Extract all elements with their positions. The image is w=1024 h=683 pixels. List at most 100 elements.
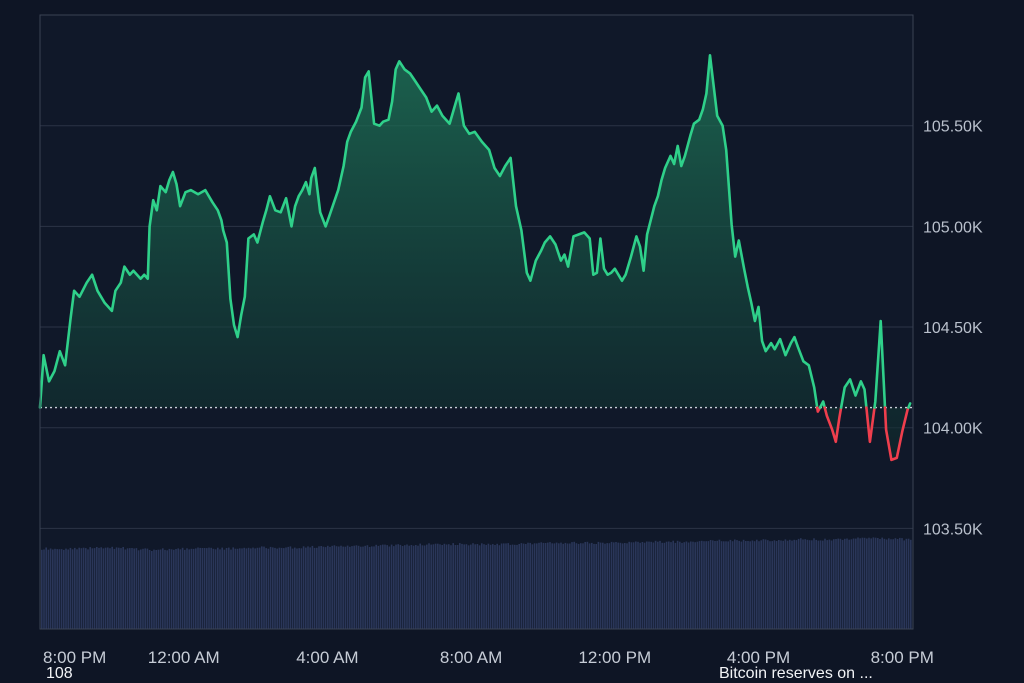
volume-bar: [769, 541, 771, 629]
volume-bar: [126, 548, 129, 629]
volume-bar: [806, 539, 809, 629]
volume-bar: [837, 538, 839, 629]
volume-bar: [353, 545, 355, 629]
volume-bar: [716, 540, 718, 629]
volume-bar: [778, 540, 780, 629]
volume-bar: [591, 542, 593, 629]
volume-bar: [850, 539, 853, 629]
volume-bar: [107, 547, 109, 629]
volume-bar: [278, 547, 281, 629]
volume-bar: [65, 548, 67, 629]
volume-bar: [98, 547, 100, 629]
volume-bar: [100, 547, 102, 629]
volume-bar: [795, 540, 798, 629]
volume-bar: [120, 548, 122, 629]
related-article-link[interactable]: Bitcoin reserves on ...: [719, 665, 873, 682]
volume-bar: [654, 540, 657, 629]
volume-bar: [621, 543, 624, 629]
volume-bar: [786, 540, 789, 629]
volume-bar: [448, 544, 450, 629]
volume-bar: [901, 538, 903, 629]
volume-bar: [663, 542, 666, 629]
volume-bar: [63, 549, 65, 629]
volume-bar: [236, 548, 239, 629]
volume-bar: [793, 539, 795, 629]
volume-bar: [641, 542, 644, 629]
volume-bar: [129, 548, 131, 629]
volume-bar: [419, 543, 421, 629]
volume-bar: [232, 547, 234, 629]
volume-bar: [892, 539, 894, 629]
volume-bar: [698, 541, 701, 629]
volume-bar: [536, 543, 538, 629]
volume-bar: [56, 549, 58, 629]
price-chart[interactable]: 103.50K 104.00K 104.50K 105.00K 105.50K 8:00…: [0, 0, 1024, 664]
volume-bar: [327, 545, 329, 629]
volume-bar: [577, 543, 580, 629]
volume-bar: [223, 549, 226, 629]
volume-bar: [910, 539, 912, 629]
volume-bar: [47, 549, 50, 629]
volume-bar: [804, 539, 806, 629]
volume-bar: [542, 542, 545, 629]
volume-bar: [500, 543, 503, 629]
volume-bar: [494, 545, 496, 629]
volume-bar: [364, 545, 366, 629]
volume-bar: [870, 538, 872, 629]
volume-bar: [300, 548, 303, 629]
volume-bar: [740, 541, 743, 629]
volume-bar: [307, 546, 309, 629]
volume-bar: [137, 550, 140, 629]
volume-bar: [784, 539, 787, 629]
volume-bar: [635, 541, 637, 629]
volume-bar: [318, 546, 320, 629]
volume-bar: [243, 547, 245, 629]
volume-bar: [162, 548, 164, 629]
volume-bar: [877, 538, 879, 629]
volume-bar: [723, 541, 725, 629]
volume-bar: [298, 548, 300, 629]
volume-bar: [153, 549, 155, 629]
volume-bar: [417, 545, 419, 629]
volume-bar: [701, 540, 703, 629]
volume-bar: [718, 539, 721, 629]
price-line-above-baseline: [873, 319, 887, 409]
volume-bar: [575, 543, 578, 629]
volume-bar: [657, 541, 659, 629]
volume-bar: [815, 539, 817, 629]
volume-bar: [483, 544, 485, 629]
volume-bar: [613, 542, 615, 629]
volume-bar: [256, 547, 259, 629]
volume-bar: [245, 548, 248, 629]
volume-bar: [197, 547, 199, 629]
volume-bar: [252, 547, 254, 629]
volume-bar: [496, 543, 498, 629]
volume-bar: [406, 544, 408, 629]
volume-bar: [533, 543, 536, 629]
volume-bar: [529, 542, 531, 629]
volume-bar: [377, 545, 380, 629]
volume-bar: [316, 547, 318, 629]
volume-bar: [437, 543, 439, 629]
volume-bar: [362, 546, 364, 629]
volume-bar: [85, 548, 87, 629]
volume-bar: [133, 548, 135, 629]
volume-bar: [404, 545, 406, 629]
volume-bar: [67, 549, 69, 629]
volume-bar: [646, 541, 648, 629]
volume-bar: [467, 545, 470, 629]
volume-bar: [335, 546, 338, 629]
volume-bar: [181, 547, 184, 629]
volume-bar: [817, 540, 820, 629]
volume-bar: [773, 540, 776, 629]
volume-bar: [470, 544, 472, 629]
volume-bar: [192, 548, 195, 629]
volume-bar: [652, 542, 655, 629]
volume-bar: [725, 541, 727, 629]
volume-bar: [230, 549, 232, 629]
volume-bar: [731, 541, 734, 629]
volume-bar: [342, 546, 344, 629]
price-line-below-baseline: [883, 406, 910, 462]
volume-bar: [331, 545, 333, 629]
volume-bar: [285, 547, 287, 629]
